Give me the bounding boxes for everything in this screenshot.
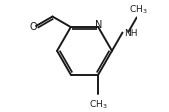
- Text: N: N: [95, 20, 102, 30]
- Text: CH$_3$: CH$_3$: [89, 97, 107, 110]
- Text: NH: NH: [125, 29, 138, 38]
- Text: O: O: [30, 22, 37, 32]
- Text: CH$_3$: CH$_3$: [128, 3, 147, 16]
